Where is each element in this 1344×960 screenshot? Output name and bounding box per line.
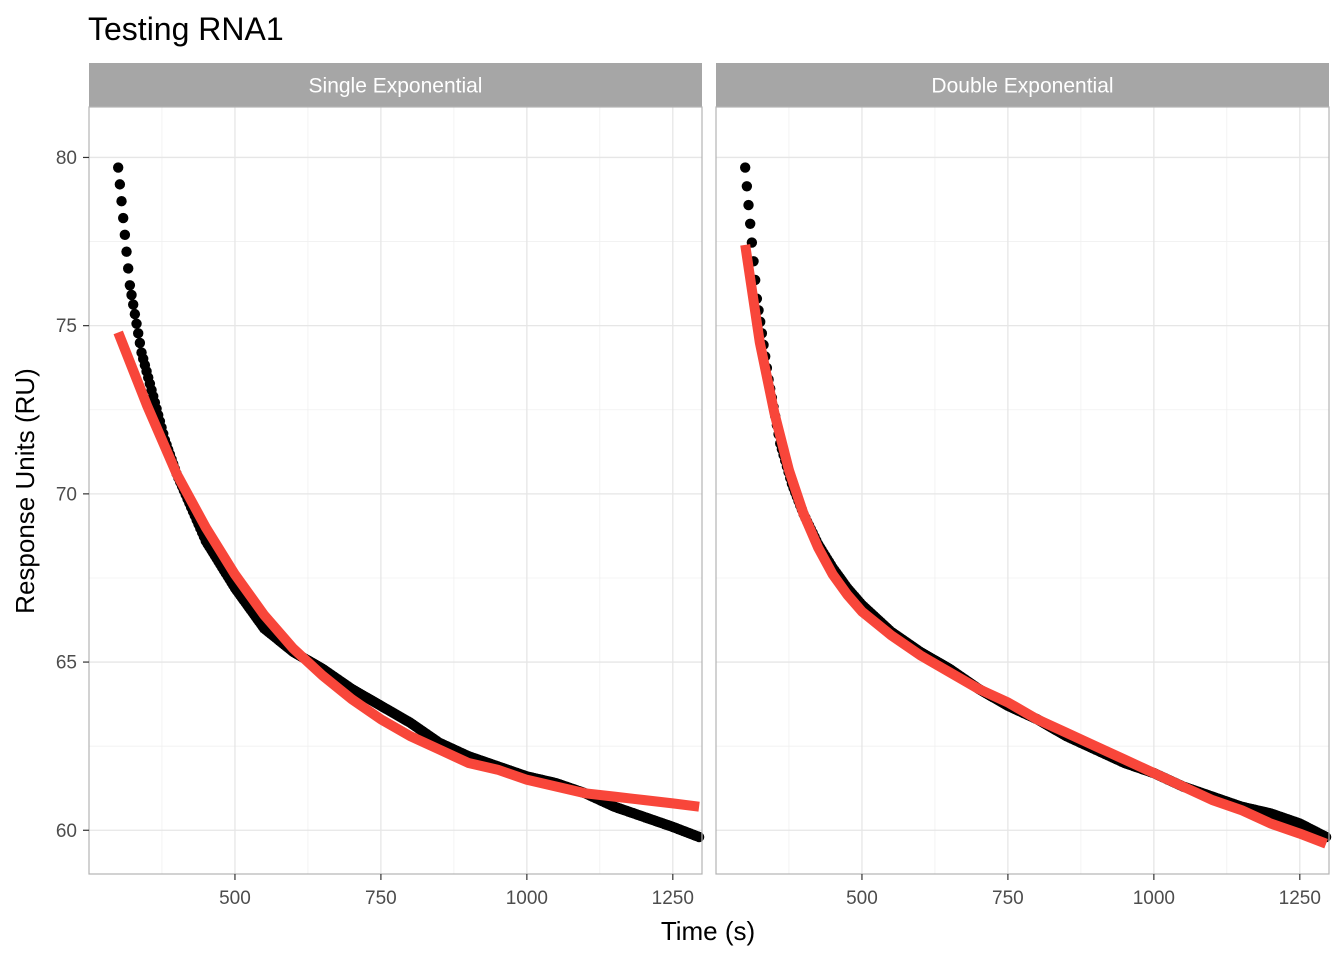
facet-strip-label: Single Exponential <box>309 75 483 98</box>
data-point <box>124 280 136 291</box>
x-tick-label: 750 <box>992 888 1024 909</box>
data-point <box>117 212 129 224</box>
data-point <box>129 308 141 320</box>
data-point <box>693 831 705 843</box>
x-axis-title: Time (s) <box>661 916 755 946</box>
y-tick-label: 75 <box>56 316 77 337</box>
fit-line <box>740 244 1328 849</box>
data-point <box>741 181 753 192</box>
x-tick-label: 500 <box>219 888 251 909</box>
data-point <box>114 179 126 190</box>
facet-strip <box>89 63 702 107</box>
data-point <box>744 218 756 229</box>
x-tick-label: 1000 <box>1133 888 1175 909</box>
y-tick-label: 70 <box>56 484 77 505</box>
panel-border <box>715 106 1330 875</box>
x-tick-label: 1250 <box>1279 888 1321 909</box>
panel-border <box>88 106 703 875</box>
x-tick-label: 750 <box>365 888 397 909</box>
x-tick-label: 500 <box>846 888 878 909</box>
y-tick-label: 60 <box>56 821 77 842</box>
data-point <box>122 263 134 274</box>
data-point <box>121 246 132 257</box>
y-tick-label: 65 <box>56 653 77 674</box>
x-tick-label: 1250 <box>652 888 694 909</box>
data-point <box>119 229 131 241</box>
facet-strip-label: Double Exponential <box>931 75 1113 98</box>
fit-line <box>113 330 700 812</box>
data-point <box>134 337 146 349</box>
data-point <box>739 162 751 173</box>
y-axis: 60 65 70 75 80 <box>56 148 89 842</box>
panel-2: Double Exponential 500 750 1000 1250 <box>715 63 1332 909</box>
panel-1: Single Exponential 500 750 1000 1250 <box>88 63 705 909</box>
data-point <box>128 299 139 310</box>
y-axis-title: Response Units (RU) <box>10 368 40 614</box>
data-point <box>743 199 754 211</box>
data-point <box>112 162 124 173</box>
data-point <box>131 318 142 329</box>
y-tick-label: 80 <box>56 148 77 169</box>
data-point <box>126 289 137 301</box>
chart-title: Testing RNA1 <box>88 11 284 47</box>
x-tick-label: 1000 <box>506 888 548 909</box>
panel-background <box>716 107 1329 874</box>
facet-strip <box>716 63 1329 107</box>
data-point <box>133 328 144 339</box>
data-point <box>116 195 127 207</box>
